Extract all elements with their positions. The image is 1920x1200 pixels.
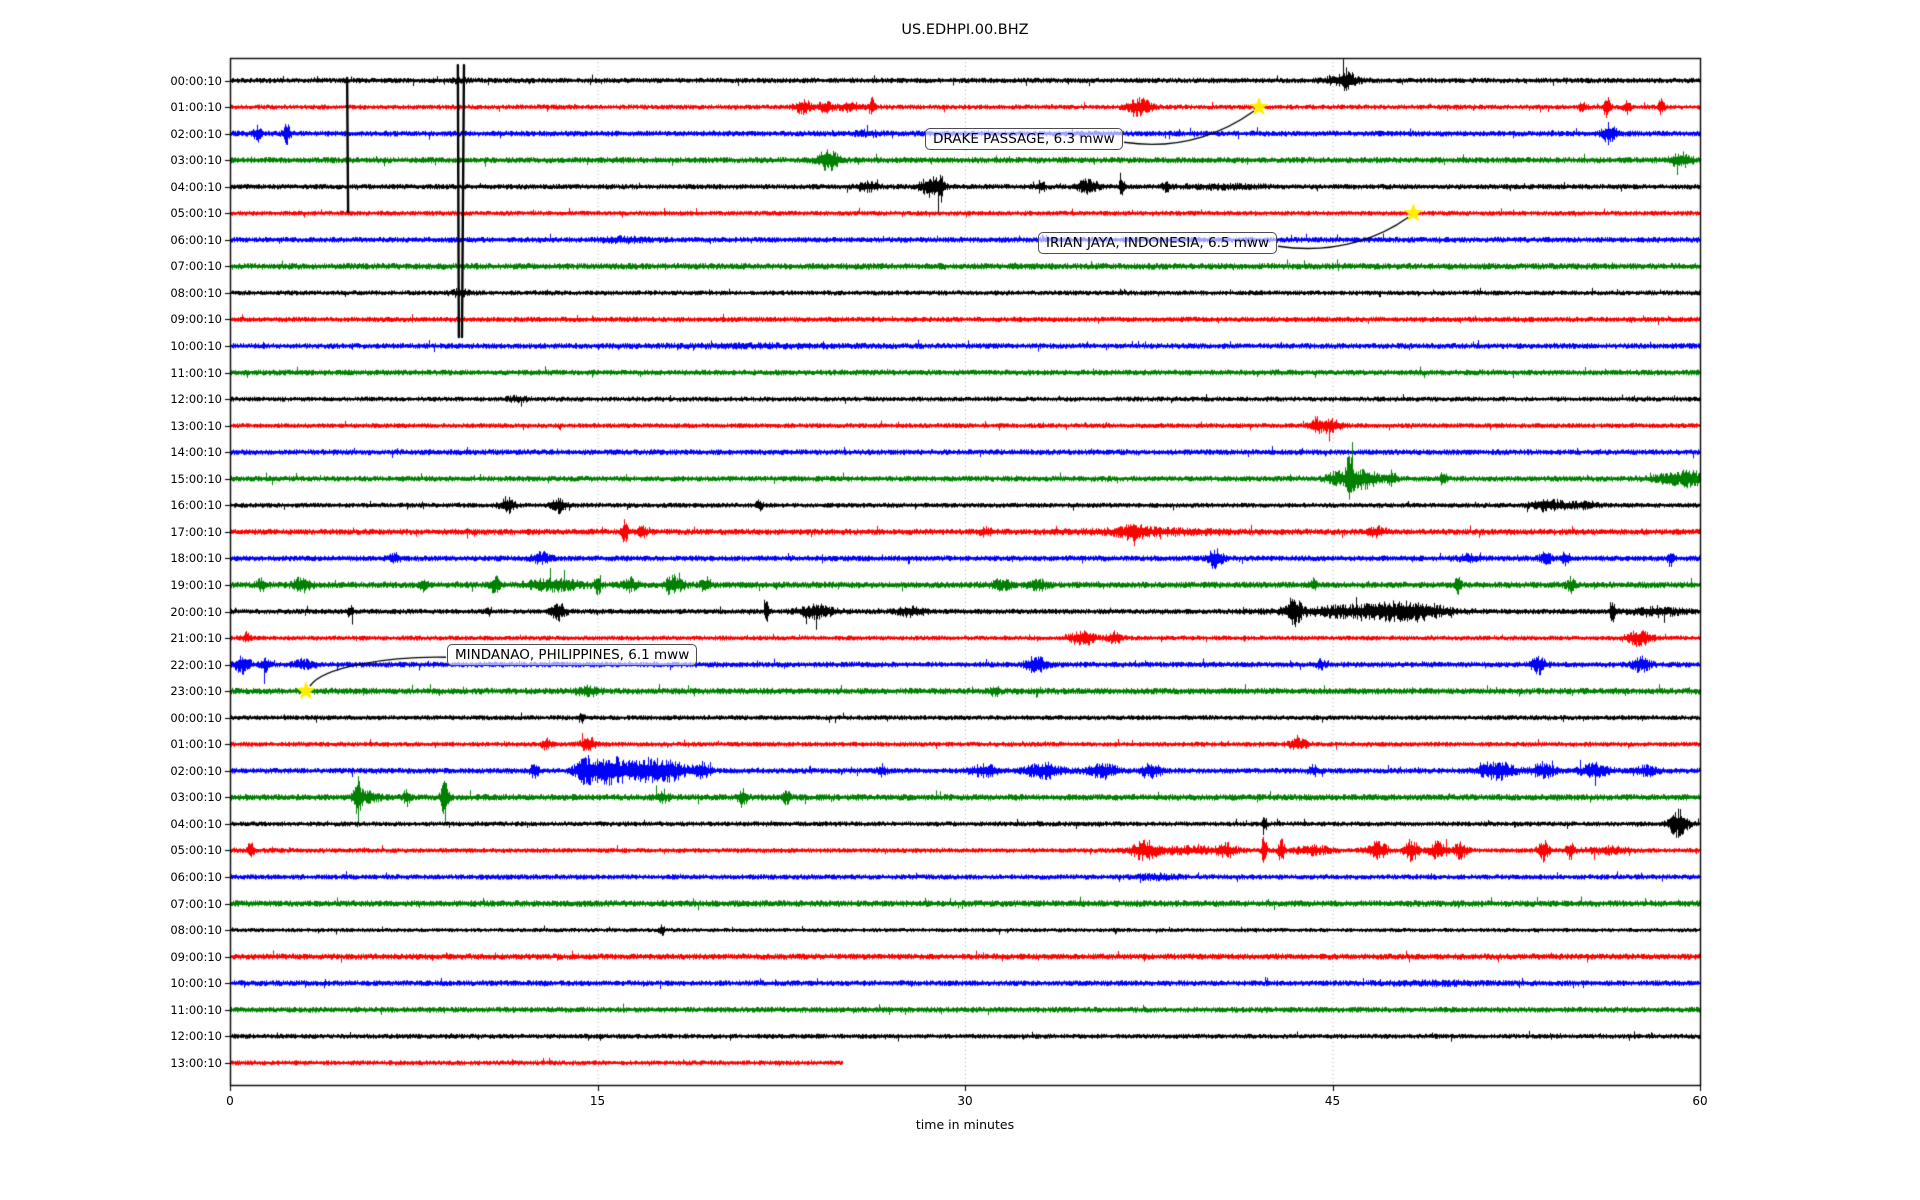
y-axis-tick-label: 04:00:10 [170, 816, 222, 831]
x-axis-tick-label: 30 [957, 1094, 973, 1108]
y-axis-tick-label: 22:00:10 [170, 657, 222, 672]
y-axis-tick-label: 13:00:10 [170, 1055, 222, 1070]
y-axis-tick-label: 13:00:10 [170, 418, 222, 433]
y-axis-tick-label: 21:00:10 [170, 631, 222, 646]
y-axis-tick-label: 00:00:10 [170, 710, 222, 725]
y-axis-tick-label: 10:00:10 [170, 339, 222, 353]
y-axis-tick-label: 11:00:10 [170, 1002, 222, 1017]
event-label-box-mindanao: MINDANAO, PHILIPPINES, 6.1 mww [447, 644, 698, 666]
x-axis-tick-label: 15 [589, 1094, 606, 1108]
y-axis-tick-label: 00:00:10 [170, 73, 222, 88]
y-axis-tick-label: 01:00:10 [170, 737, 222, 752]
y-axis-tick-label: 02:00:10 [170, 763, 222, 778]
y-axis-tick-label: 09:00:10 [170, 949, 222, 964]
y-axis-tick-label: 04:00:10 [170, 179, 222, 194]
y-axis-tick-label: 12:00:10 [170, 1029, 222, 1044]
x-axis-tick-label: 45 [1324, 1094, 1341, 1108]
x-axis-title: time in minutes [915, 1117, 1015, 1132]
y-axis-tick-label: 09:00:10 [170, 312, 222, 327]
y-axis-tick-label: 03:00:10 [170, 153, 222, 168]
x-axis-tick-label: 60 [1692, 1094, 1708, 1108]
y-axis-tick-label: 12:00:10 [170, 392, 222, 407]
y-axis-labels: 00:00:10 01:00:10 02:00:10 03:00:10 04:00:10… [0, 0, 222, 1200]
y-axis-tick-label: 08:00:10 [170, 285, 222, 300]
y-axis-tick-label: 19:00:10 [170, 577, 222, 592]
y-axis-tick-label: 07:00:10 [170, 896, 222, 911]
y-axis-tick-label: 06:00:10 [170, 232, 222, 247]
y-axis-tick-label: 01:00:10 [170, 100, 222, 115]
y-axis-tick-label: 08:00:10 [170, 923, 222, 938]
y-axis-tick-label: 20:00:10 [170, 604, 222, 619]
y-axis-tick-label: 17:00:10 [170, 524, 222, 539]
y-axis-tick-label: 10:00:10 [170, 976, 222, 991]
y-axis-tick-label: 23:00:10 [170, 684, 222, 699]
x-axis-tick-label: 0 [226, 1094, 234, 1108]
event-label-box-drake-passage: DRAKE PASSAGE, 6.3 mww [925, 128, 1123, 150]
y-axis-tick-label: 03:00:10 [170, 790, 222, 805]
y-axis-tick-label: 05:00:10 [170, 206, 222, 221]
y-axis-tick-label: 06:00:10 [170, 870, 222, 884]
y-axis-tick-label: 02:00:10 [170, 126, 222, 141]
y-axis-tick-label: 15:00:10 [170, 471, 222, 486]
y-axis-tick-label: 07:00:10 [170, 259, 222, 274]
y-axis-tick-label: 16:00:10 [170, 498, 222, 513]
y-axis-tick-label: 18:00:10 [170, 551, 222, 566]
chart-title: US.EDHPI.00.BHZ [901, 22, 1029, 38]
y-axis-tick-label: 11:00:10 [170, 365, 222, 380]
y-axis-tick-label: 05:00:10 [170, 843, 222, 858]
y-axis-tick-label: 14:00:10 [170, 445, 222, 460]
event-label-box-irian-jaya: IRIAN JAYA, INDONESIA, 6.5 mww [1038, 232, 1278, 254]
